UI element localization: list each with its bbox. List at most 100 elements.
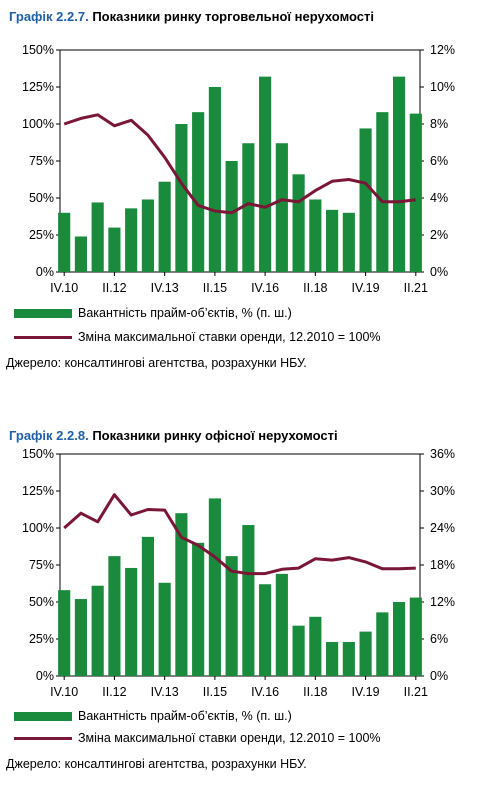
vacancy-bar (158, 181, 171, 272)
vacancy-bar (158, 582, 171, 676)
vacancy-bar (175, 124, 188, 272)
vacancy-bar (326, 641, 339, 676)
chart-panel-retail: Графік 2.2.7. Показники ринку торговельн… (6, 9, 455, 370)
legend-swatch-bar (14, 309, 72, 319)
vacancy-bar (409, 113, 422, 272)
y-left-tick-label: 75% (29, 558, 54, 572)
vacancy-bar (192, 542, 205, 676)
vacancy-bar (359, 631, 372, 676)
rent-line (63, 113, 416, 215)
y-right-tick-label: 8% (430, 117, 448, 131)
vacancy-bar (108, 227, 121, 272)
y-right-tick-label: 0% (430, 669, 448, 683)
vacancy-bar (141, 199, 154, 272)
x-tick-label: II.15 (203, 685, 227, 699)
y-left-tick-label: 25% (29, 228, 54, 242)
vacancy-bar (342, 641, 355, 676)
vacancy-bar (359, 128, 372, 272)
legend-item-rent: Зміна максимальної ставки оренди, 12.201… (14, 731, 381, 745)
vacancy-bar (292, 174, 305, 272)
legend-label: Зміна максимальної ставки оренди, 12.201… (78, 731, 381, 745)
y-right-tick-label: 6% (430, 632, 448, 646)
chart-panel-office: Графік 2.2.8. Показники ринку офісної не… (0, 400, 491, 800)
chart-title-text: Показники ринку офісної нерухомості (92, 428, 338, 443)
x-tick-label: II.18 (303, 685, 327, 699)
legend-item-rent: Зміна максимальної ставки оренди, 12.201… (14, 330, 381, 344)
y-right-tick-label: 6% (430, 154, 448, 168)
retail-chart: 0% 25% 50% 75% 100% 125% 150% 0% 2% 4% 6% 8% 10% 12% I… (22, 43, 455, 295)
y-right-tick-label: 18% (430, 558, 455, 572)
y-left-tick-label: 125% (22, 484, 54, 498)
vacancy-bar (58, 212, 71, 272)
y-left-tick-label: 100% (22, 117, 54, 131)
vacancy-bar (242, 143, 255, 272)
vacancy-bar (342, 212, 355, 272)
vacancy-bar (125, 567, 138, 676)
y-right-tick-label: 0% (430, 265, 448, 279)
y-left-tick-label: 50% (29, 595, 54, 609)
vacancy-bar (91, 202, 104, 272)
chart-title: Графік 2.2.7. Показники ринку торговельн… (9, 9, 374, 24)
vacancy-bar (309, 199, 322, 272)
y-right-tick-label: 2% (430, 228, 448, 242)
vacancy-bar (393, 602, 406, 676)
vacancy-bar (208, 87, 221, 272)
vacancy-bar (74, 236, 87, 272)
x-tick-label: II.18 (303, 281, 327, 295)
y-left-tick-label: 125% (22, 80, 54, 94)
vacancy-bar (376, 612, 389, 676)
vacancy-bar (376, 112, 389, 272)
vacancy-bar (242, 525, 255, 676)
x-tick-label: IV.16 (251, 281, 279, 295)
rent-line (63, 493, 416, 576)
x-tick-label: IV.16 (251, 685, 279, 699)
x-tick-label: IV.13 (151, 281, 179, 295)
vacancy-bar (275, 143, 288, 272)
vacancy-bar (74, 599, 87, 676)
chart-title-number: Графік 2.2.7. (9, 9, 89, 24)
vacancy-bar (275, 573, 288, 676)
y-left-tick-label: 150% (22, 43, 54, 57)
vacancy-bar (192, 112, 205, 272)
vacancy-bar (409, 597, 422, 676)
vacancy-bar (292, 625, 305, 676)
vacancy-bar (326, 209, 339, 272)
y-left-tick-label: 0% (36, 669, 54, 683)
vacancy-bar (225, 161, 238, 272)
chart-title-text: Показники ринку торговельної нерухомості (92, 9, 375, 24)
x-tick-label: II.12 (102, 685, 126, 699)
legend-swatch-line (14, 737, 72, 741)
vacancy-bar (225, 556, 238, 676)
x-tick-label: II.12 (102, 281, 126, 295)
y-right-tick-label: 4% (430, 191, 448, 205)
x-tick-label: II.21 (404, 281, 428, 295)
office-chart: 0% 25% 50% 75% 100% 125% 150% 0% 6% 12% 18% 24% 30% 3… (22, 447, 455, 699)
x-tick-label: II.21 (404, 685, 428, 699)
x-tick-label: II.15 (203, 281, 227, 295)
legend-swatch-bar (14, 712, 72, 722)
vacancy-bar (58, 590, 71, 676)
vacancy-bar (259, 584, 272, 676)
vacancy-bar (175, 513, 188, 676)
legend-item-vacancy: Вакантність прайм-об’єктів, % (п. ш.) (14, 306, 292, 320)
chart-title-number: Графік 2.2.8. (9, 428, 89, 443)
x-tick-label: IV.13 (151, 685, 179, 699)
legend-item-vacancy: Вакантність прайм-об’єктів, % (п. ш.) (14, 709, 292, 723)
vacancy-bar (91, 585, 104, 676)
vacancy-bar (259, 76, 272, 272)
vacancy-bar (125, 208, 138, 272)
y-left-tick-label: 150% (22, 447, 54, 461)
y-left-tick-label: 75% (29, 154, 54, 168)
x-tick-label: IV.19 (352, 281, 380, 295)
y-right-tick-label: 30% (430, 484, 455, 498)
vacancy-bar (108, 556, 121, 676)
y-right-tick-label: 24% (430, 521, 455, 535)
legend-swatch-line (14, 336, 72, 340)
y-right-tick-label: 12% (430, 595, 455, 609)
y-right-tick-label: 12% (430, 43, 455, 57)
y-left-tick-label: 100% (22, 521, 54, 535)
x-tick-label: IV.10 (50, 685, 78, 699)
vacancy-bar (141, 536, 154, 676)
y-right-tick-label: 36% (430, 447, 455, 461)
source-note: Джерело: консалтингові агентства, розрах… (6, 757, 307, 771)
